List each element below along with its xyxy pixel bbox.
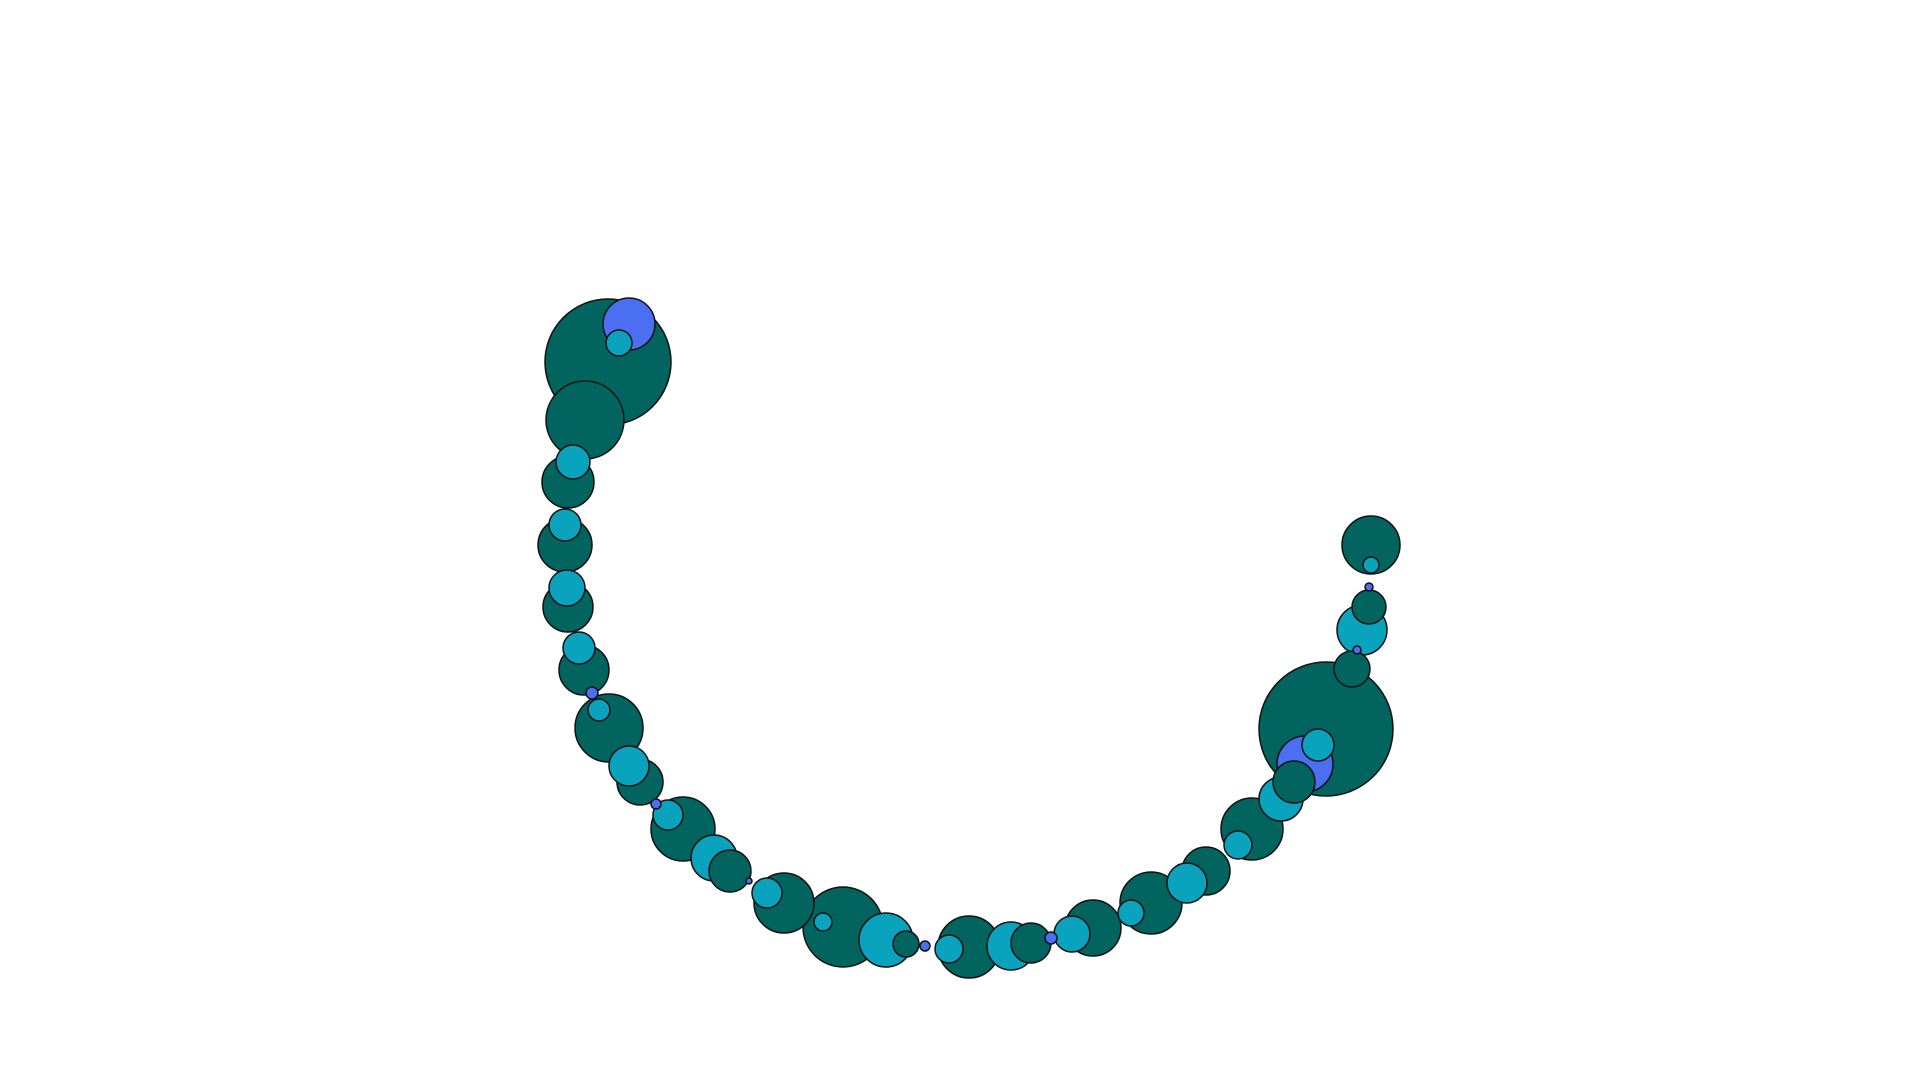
bubble-point bbox=[1352, 645, 1362, 655]
bubble-point bbox=[892, 930, 920, 958]
bubble-point bbox=[1053, 915, 1091, 953]
bubble-point bbox=[585, 686, 599, 700]
bubble-point bbox=[1166, 862, 1208, 904]
bubble-point bbox=[608, 745, 650, 787]
bubble-point bbox=[548, 508, 582, 542]
bubble-point bbox=[587, 698, 611, 722]
bubble-point bbox=[555, 444, 591, 480]
bubble-point bbox=[1117, 899, 1145, 927]
bubble-point bbox=[934, 934, 964, 964]
bubble-point bbox=[1351, 589, 1387, 625]
bubble-point bbox=[1301, 728, 1335, 762]
bubble-point bbox=[1044, 931, 1058, 945]
bubble-point bbox=[545, 380, 625, 460]
bubble-point bbox=[1333, 650, 1371, 688]
bubble-point bbox=[548, 569, 586, 607]
bubble-point bbox=[708, 849, 752, 893]
bubble-point bbox=[745, 877, 753, 885]
bubble-point bbox=[919, 940, 931, 952]
bubble-point bbox=[562, 631, 596, 665]
bubble-point bbox=[1364, 582, 1374, 592]
bubble-point bbox=[751, 877, 783, 909]
bubble-point bbox=[1272, 760, 1316, 804]
bubble-layer bbox=[537, 297, 1401, 979]
bubble-point bbox=[1010, 922, 1052, 964]
bubble-point bbox=[813, 912, 833, 932]
bubble-point bbox=[605, 329, 633, 357]
bubble-point bbox=[1223, 830, 1253, 860]
bubble-point bbox=[1341, 515, 1401, 575]
bubble-point bbox=[1362, 556, 1380, 574]
bubble-point bbox=[650, 798, 662, 810]
